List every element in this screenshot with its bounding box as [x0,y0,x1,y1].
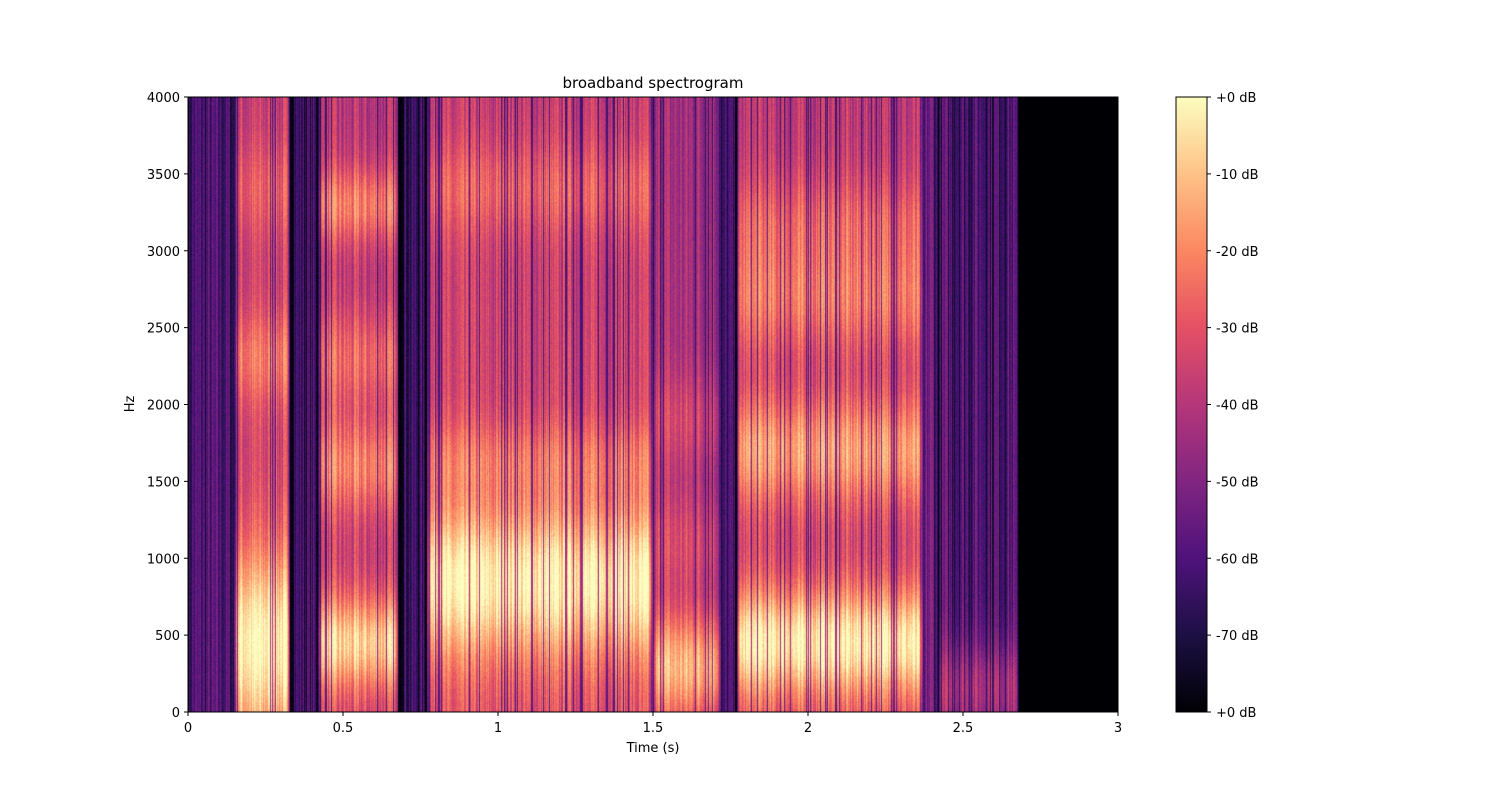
colorbar-tick-label: -30 dB [1216,322,1259,337]
colorbar-tick-label: +0 dB [1216,91,1256,106]
colorbar-tick-label: -20 dB [1216,245,1259,260]
colorbar-tick-label: +0 dB [1216,706,1256,721]
colorbar-axis: +0 dB -10 dB -20 dB -30 dB -40 dB -50 dB -60 d… [1207,91,1259,721]
x-tick-label: 1 [494,721,502,736]
colorbar-tick-label: -50 dB [1216,475,1259,490]
colorbar-tick-label: -10 dB [1216,168,1259,183]
chart-title: broadband spectrogram [563,74,744,92]
x-tick-label: 2.5 [953,721,974,736]
x-tick-label: 2 [804,721,812,736]
y-tick-label: 3000 [147,245,180,260]
colorbar-tick-label: -60 dB [1216,552,1259,567]
y-tick-label: 500 [155,629,180,644]
x-tick-label: 0.5 [333,721,354,736]
y-tick-label: 2500 [147,322,180,337]
colorbar [1175,96,1208,713]
y-tick-label: 0 [172,706,180,721]
y-axis: 0 500 1000 1500 2000 2500 3000 3500 4000 [147,91,188,721]
y-axis-label: Hz [123,396,138,413]
x-tick-label: 0 [184,721,192,736]
colorbar-tick-label: -70 dB [1216,629,1259,644]
y-tick-label: 2000 [147,399,180,414]
y-tick-label: 1500 [147,475,180,490]
y-tick-label: 4000 [147,91,180,106]
x-axis: 0 0.5 1 1.5 2 2.5 3 [184,712,1122,736]
colorbar-tick-label: -40 dB [1216,399,1259,414]
x-tick-label: 3 [1114,721,1122,736]
spectrogram-plot [188,97,1118,712]
x-axis-label: Time (s) [626,741,680,756]
y-tick-label: 1000 [147,552,180,567]
y-tick-label: 3500 [147,168,180,183]
x-tick-label: 1.5 [643,721,664,736]
